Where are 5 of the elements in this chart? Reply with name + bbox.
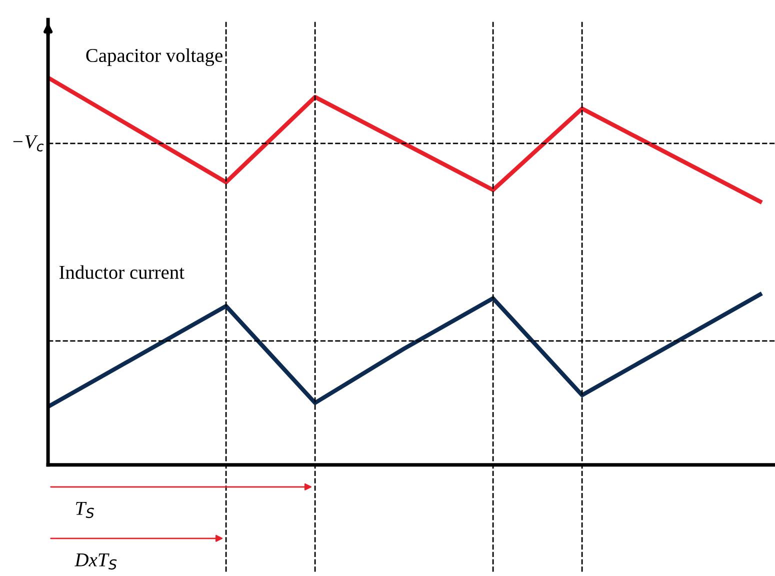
series-label: Capacitor voltage (86, 48, 222, 66)
ref-line-label: −V$_{c}$ (13, 135, 44, 152)
text: T$_{S}$ (76, 502, 94, 518)
text: DxT$_{S}$ (74, 553, 117, 570)
text: Inductor current (59, 265, 184, 279)
